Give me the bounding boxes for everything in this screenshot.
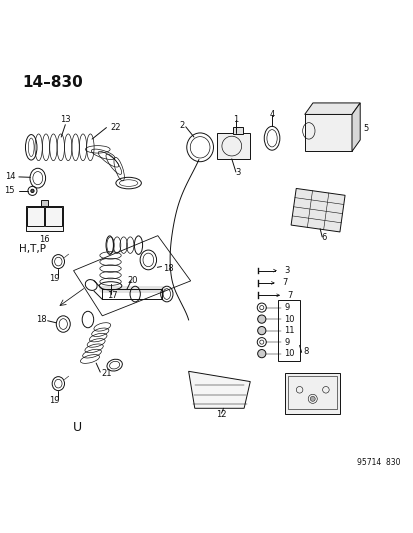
Text: 3: 3 [235, 168, 240, 177]
Ellipse shape [257, 327, 265, 335]
Ellipse shape [31, 189, 34, 192]
Text: 16: 16 [39, 235, 50, 244]
Text: 17: 17 [107, 291, 118, 300]
Ellipse shape [309, 397, 314, 401]
Text: 5: 5 [363, 124, 368, 133]
Polygon shape [304, 103, 359, 115]
Text: 22: 22 [110, 123, 121, 132]
Text: 3: 3 [283, 266, 289, 275]
Bar [284, 373, 339, 415]
Bar [217, 133, 250, 159]
Text: 19: 19 [49, 274, 59, 284]
Polygon shape [290, 189, 344, 232]
Polygon shape [351, 103, 359, 151]
Bar [41, 200, 48, 206]
Text: 4: 4 [269, 110, 274, 119]
Text: 19: 19 [49, 397, 59, 406]
Bar [304, 115, 351, 151]
Text: 7: 7 [287, 291, 292, 300]
Text: 7: 7 [281, 278, 287, 287]
Text: 21: 21 [101, 369, 112, 378]
Text: 12: 12 [216, 410, 226, 419]
Text: 18: 18 [36, 316, 47, 325]
Bar [287, 376, 336, 409]
Text: 1: 1 [233, 115, 238, 124]
Text: H,T,P: H,T,P [19, 244, 46, 254]
Text: 13: 13 [60, 115, 71, 124]
Bar [27, 207, 44, 225]
Text: 2: 2 [178, 122, 184, 131]
Bar [232, 127, 242, 134]
Bar [45, 207, 62, 225]
Text: 10: 10 [284, 349, 294, 358]
Text: 18: 18 [162, 264, 173, 273]
Text: 15: 15 [4, 187, 15, 196]
Text: 10: 10 [284, 314, 294, 324]
Bar [278, 300, 299, 361]
Ellipse shape [257, 315, 265, 323]
Text: 95714  830: 95714 830 [356, 458, 399, 467]
Text: 11: 11 [284, 326, 294, 335]
Text: 14–830: 14–830 [22, 75, 83, 91]
Text: 20: 20 [128, 276, 138, 285]
Text: 8: 8 [303, 347, 309, 356]
Text: 14: 14 [5, 172, 16, 181]
Text: U: U [73, 421, 82, 434]
Text: 6: 6 [321, 233, 326, 242]
Bar [26, 206, 63, 231]
Polygon shape [188, 372, 250, 408]
Text: 9: 9 [284, 337, 289, 346]
Text: 9: 9 [284, 303, 289, 312]
Ellipse shape [257, 350, 265, 358]
